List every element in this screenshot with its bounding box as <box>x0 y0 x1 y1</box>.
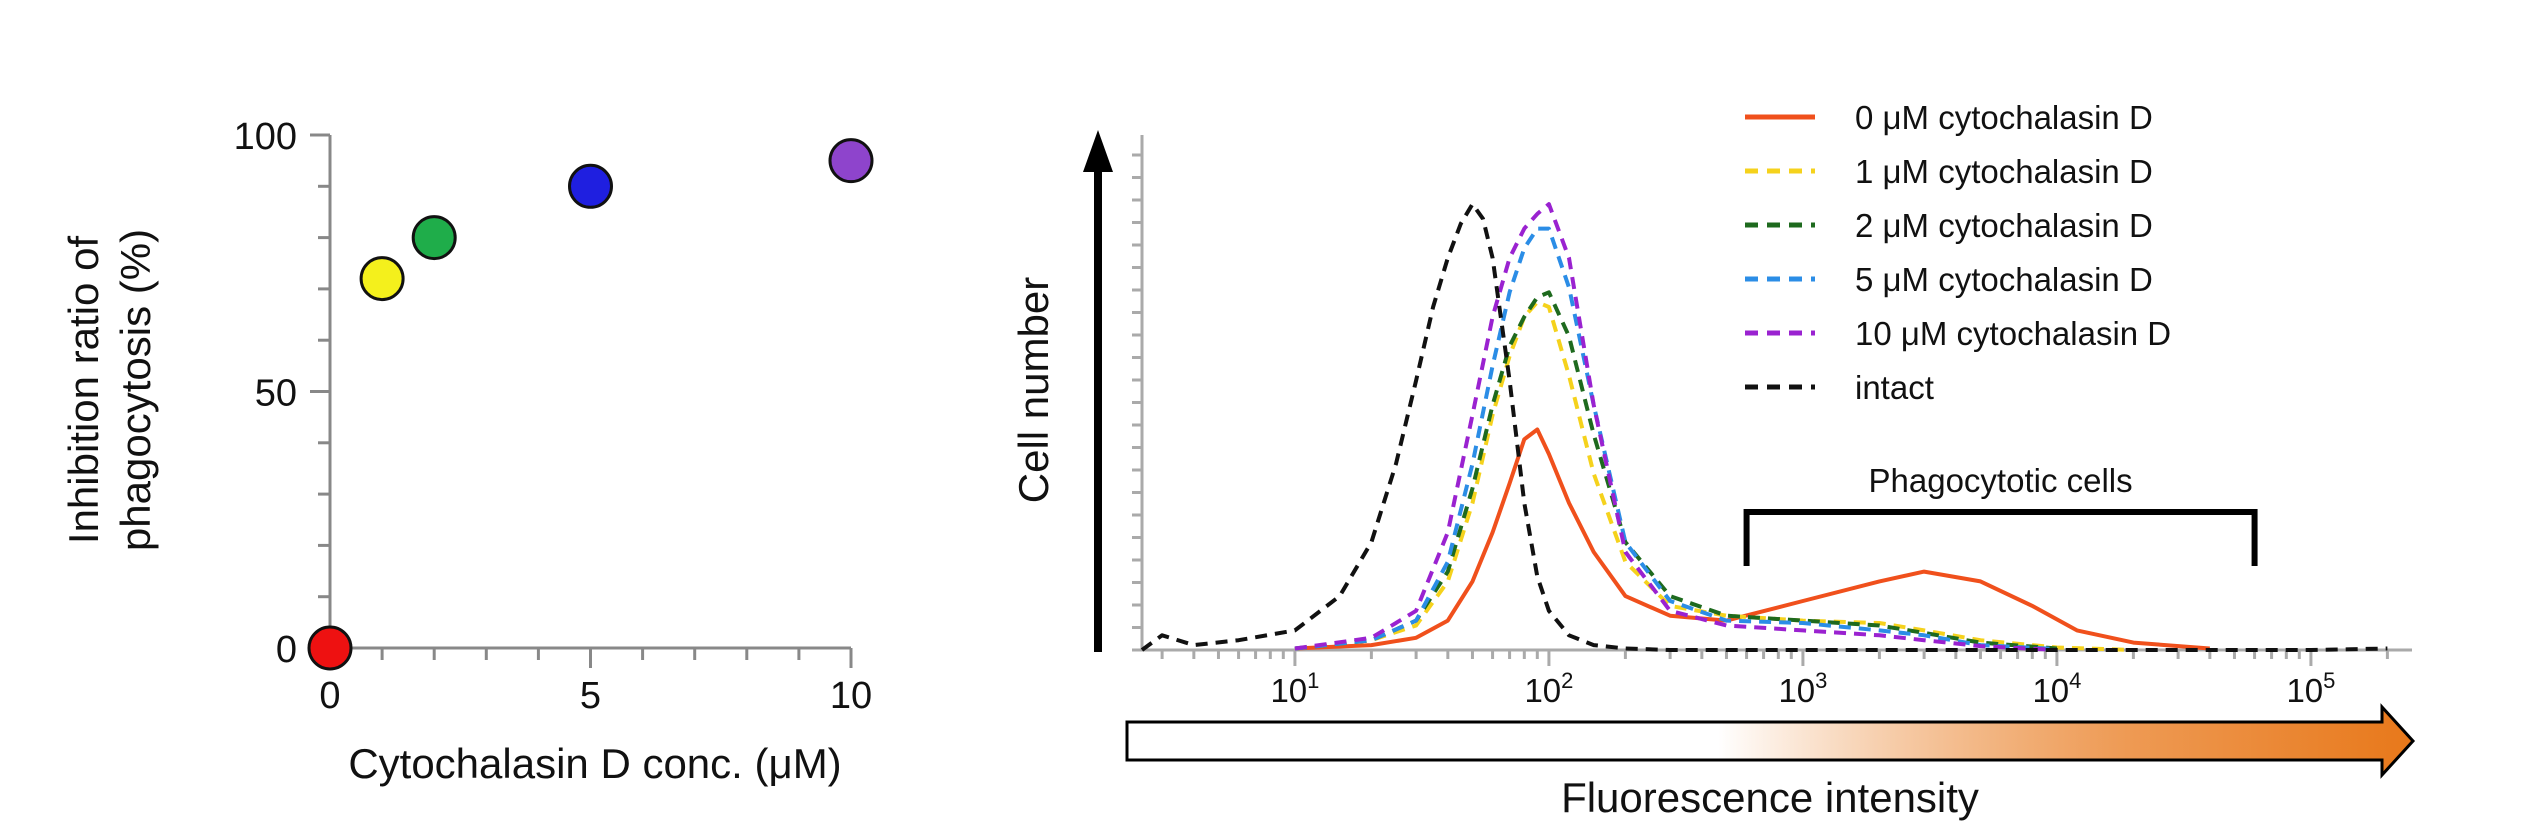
legend-label: 10 μM cytochalasin D <box>1855 315 2171 352</box>
hist-ylabel: Cell number <box>1010 277 1057 503</box>
legend-label: 5 μM cytochalasin D <box>1855 261 2153 298</box>
scatter-point <box>359 256 405 302</box>
hist-x-tick-label: 105 <box>2286 668 2335 709</box>
hist-x-tick-label: 104 <box>2032 668 2081 709</box>
hist-x-tick-label: 101 <box>1270 668 1319 709</box>
scatter-x-tick-label: 0 <box>319 675 340 717</box>
hist-series-line <box>1140 202 2388 652</box>
scatter-point <box>411 215 457 261</box>
scatter-y-tick-label: 100 <box>234 116 297 158</box>
scatter-y-tick-label: 50 <box>255 373 297 415</box>
cell-number-arrow-head <box>1083 130 1113 172</box>
legend-label: 1 μM cytochalasin D <box>1855 153 2153 190</box>
legend-label: 0 μM cytochalasin D <box>1855 99 2153 136</box>
phagocytotic-cells-label: Phagocytotic cells <box>1869 462 2133 499</box>
hist-series-line <box>1294 202 2058 652</box>
hist-x-tick-label: 103 <box>1778 668 1827 709</box>
hist-series-line <box>1294 290 2058 651</box>
histogram-chart: Cell number 101 102 103 104 105 Phagocytotic… <box>1010 99 2416 821</box>
legend-label: 2 μM cytochalasin D <box>1855 207 2153 244</box>
scatter-y-tick-label: 0 <box>276 629 297 671</box>
hist-series-line <box>1294 300 2134 652</box>
scatter-ylabel-line-1: Inhibition ratio of <box>60 236 107 545</box>
legend-label: intact <box>1855 369 1934 406</box>
scatter-xlabel: Cytochalasin D conc. (μM) <box>348 740 841 787</box>
hist-x-tick-label: 102 <box>1524 668 1573 709</box>
fluorescence-gradient-arrow <box>1125 703 2416 779</box>
hist-series-line <box>1294 427 2210 651</box>
scatter-ylabel-line-2: phagocytosis (%) <box>112 229 159 551</box>
hist-xlabel: Fluorescence intensity <box>1561 774 1979 821</box>
scatter-x-tick-label: 5 <box>580 675 601 717</box>
hist-series-line <box>1294 226 2058 651</box>
scatter-point <box>828 138 874 184</box>
phagocytotic-bracket <box>1743 509 2258 566</box>
scatter-point <box>568 163 613 209</box>
scatter-point <box>307 625 353 671</box>
legend: 0 μM cytochalasin D 1 μM cytochalasin D 2 … <box>1745 99 2171 406</box>
scatter-chart: Inhibition ratio of phagocytosis (%) 050… <box>60 116 874 787</box>
scatter-x-tick-label: 10 <box>830 675 872 717</box>
